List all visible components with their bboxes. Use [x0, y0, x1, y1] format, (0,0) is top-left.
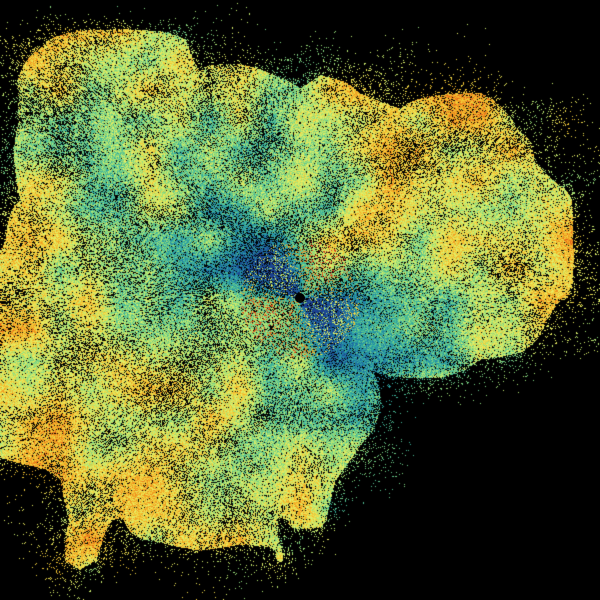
radar-site-marker	[295, 293, 305, 303]
